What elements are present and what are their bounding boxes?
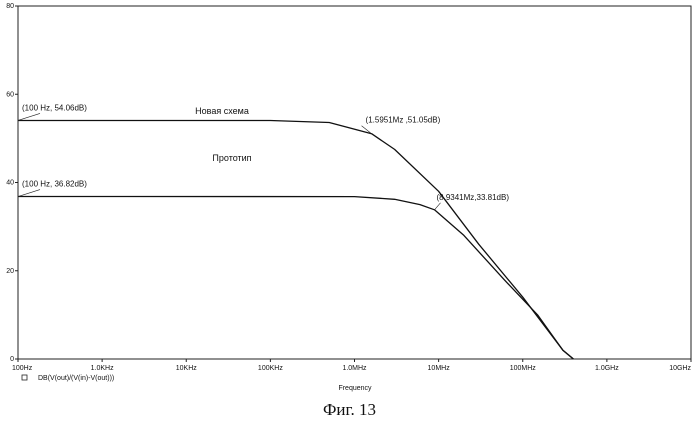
- annotation-label: (100 Hz, 54.06dB): [22, 103, 87, 112]
- series-line: [18, 197, 573, 360]
- annotation-label: (8.9341Mz,33.81dB): [437, 193, 510, 202]
- figure-caption: Фиг. 13: [0, 400, 699, 420]
- plot-frame: [18, 6, 691, 359]
- y-tick-label: 20: [6, 268, 14, 275]
- annotation-label: (1.5951Mz ,51.05dB): [366, 116, 441, 125]
- x-tick-label: 100KHz: [258, 365, 283, 372]
- series-group: Новая схема Прототип: [18, 106, 573, 359]
- x-tick-label: 1.0MHz: [342, 365, 367, 372]
- annotation-leader: [18, 113, 40, 120]
- x-tick-label: 1.0GHz: [595, 365, 619, 372]
- annotations-group: (100 Hz, 54.06dB) (1.5951Mz ,51.05dB) (100…: [18, 103, 509, 209]
- trace-expression: DB(V(out)/(V(in)-V(out))): [38, 375, 114, 382]
- x-tick-label: 10GHz: [669, 365, 691, 372]
- annotation-label: (100 Hz, 36.82dB): [22, 180, 87, 189]
- series-label: Прототип: [212, 153, 251, 163]
- series-label: Новая схема: [195, 106, 249, 116]
- x-tick-label: 10MHz: [428, 365, 451, 372]
- y-tick-label: 0: [10, 356, 14, 363]
- x-tick-label: 10KHz: [176, 365, 198, 372]
- axis-ticks: 100Hz 1.0KHz 10KHz 100KHz 1.0MHz 10MHz 100MHz 1…: [6, 3, 691, 372]
- series-line: [18, 121, 573, 360]
- x-tick-label: 100MHz: [510, 365, 537, 372]
- annotation-leader: [18, 190, 40, 197]
- y-tick-label: 60: [6, 91, 14, 98]
- trace-marker-icon: [22, 375, 27, 380]
- y-tick-label: 80: [6, 3, 14, 10]
- x-tick-label: 100Hz: [12, 365, 33, 372]
- x-axis-label: Frequency: [338, 385, 372, 392]
- x-tick-label: 1.0KHz: [91, 365, 114, 372]
- bode-plot: 100Hz 1.0KHz 10KHz 100KHz 1.0MHz 10MHz 100MHz 1…: [0, 0, 699, 400]
- y-tick-label: 40: [6, 180, 14, 187]
- annotation-leader: [435, 203, 441, 210]
